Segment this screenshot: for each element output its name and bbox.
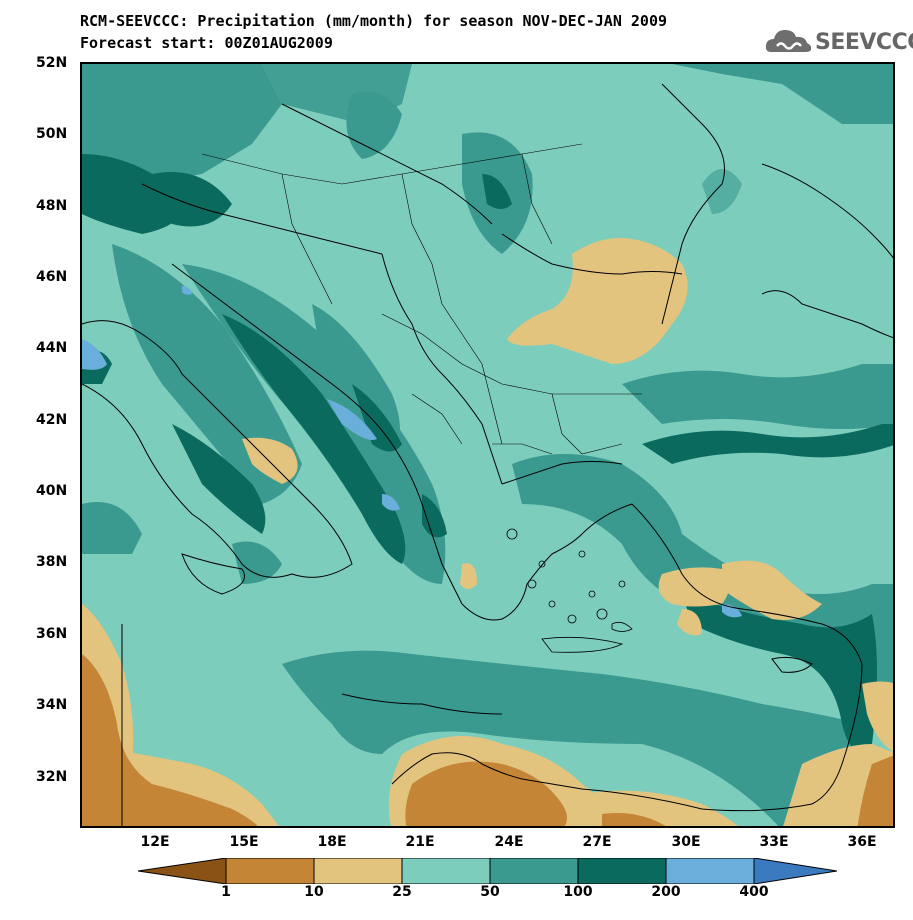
colorbar-label: 100 bbox=[563, 884, 593, 900]
precipitation-map bbox=[80, 62, 895, 828]
lat-label: 36N bbox=[36, 626, 68, 642]
lat-label: 34N bbox=[36, 697, 68, 713]
lon-label: 21E bbox=[405, 834, 435, 850]
colorbar-segment bbox=[401, 858, 491, 884]
lon-label: 24E bbox=[494, 834, 524, 850]
lon-label: 18E bbox=[317, 834, 347, 850]
colorbar-label: 200 bbox=[651, 884, 681, 900]
lat-label: 44N bbox=[36, 340, 68, 356]
very-wet-region bbox=[82, 154, 893, 751]
colorbar-label: 400 bbox=[739, 884, 769, 900]
colorbar-segment bbox=[138, 858, 227, 884]
aegean-islands bbox=[506, 528, 633, 653]
colorbar bbox=[138, 858, 838, 884]
lat-label: 40N bbox=[36, 483, 68, 499]
lat-label: 38N bbox=[36, 554, 68, 570]
lat-label: 48N bbox=[36, 198, 68, 214]
seevccc-logo: SEEVCCC bbox=[765, 24, 913, 58]
coastlines bbox=[82, 83, 893, 826]
colorbar-segment bbox=[489, 858, 579, 884]
colorbar-segment bbox=[665, 858, 755, 884]
map-title: RCM-SEEVCCC: Precipitation (mm/month) fo… bbox=[80, 12, 667, 30]
lat-label: 46N bbox=[36, 269, 68, 285]
lat-label: 50N bbox=[36, 126, 68, 142]
lon-label: 33E bbox=[759, 834, 789, 850]
country-borders bbox=[201, 143, 642, 455]
forecast-start: Forecast start: 00Z01AUG2009 bbox=[80, 34, 333, 52]
colorbar-segment bbox=[225, 858, 315, 884]
extreme-region bbox=[82, 286, 742, 618]
lat-label: 32N bbox=[36, 769, 68, 785]
colorbar-label: 10 bbox=[304, 884, 324, 900]
colorbar-label: 25 bbox=[392, 884, 412, 900]
lon-label: 30E bbox=[671, 834, 701, 850]
logo-text: SEEVCCC bbox=[815, 30, 913, 55]
lon-label: 27E bbox=[582, 834, 612, 850]
lon-label: 15E bbox=[229, 834, 259, 850]
very-dry-region bbox=[82, 654, 893, 826]
lon-label: 36E bbox=[847, 834, 877, 850]
cloud-icon bbox=[765, 30, 812, 52]
colorbar-segment bbox=[577, 858, 667, 884]
lon-label: 12E bbox=[140, 834, 170, 850]
lat-label: 52N bbox=[36, 55, 68, 71]
colorbar-label: 1 bbox=[221, 884, 231, 900]
colorbar-segment bbox=[313, 858, 403, 884]
colorbar-label: 50 bbox=[480, 884, 500, 900]
colorbar-segment bbox=[753, 858, 838, 884]
lat-label: 42N bbox=[36, 412, 68, 428]
